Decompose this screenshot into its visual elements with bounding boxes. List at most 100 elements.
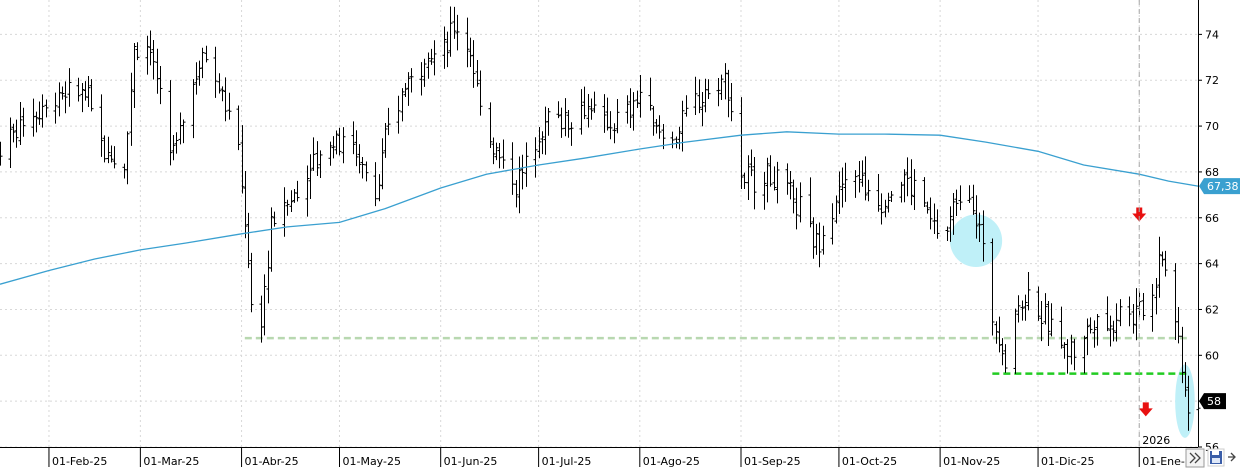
- ohlc-bar: [625, 95, 630, 124]
- ohlc-bar: [1003, 344, 1008, 373]
- ohlc-bar: [579, 89, 584, 135]
- ohlc-bar: [0, 141, 3, 166]
- ohlc-bar: [951, 192, 956, 235]
- ohlc-bar: [657, 115, 662, 139]
- ohlc-bar: [1092, 320, 1097, 348]
- ohlc-bar: [151, 39, 156, 80]
- ohlc-bar: [194, 62, 199, 95]
- scroll-button[interactable]: [1185, 448, 1205, 468]
- ohlc-bar: [400, 88, 405, 122]
- ohlc-bar: [1065, 339, 1070, 374]
- ohlc-bar: [830, 203, 835, 245]
- ohlc-bar: [488, 102, 493, 148]
- ohlc-bar: [967, 185, 972, 203]
- ohlc-bar: [220, 86, 225, 102]
- price-badge: [1199, 393, 1226, 410]
- horizontal-lines: [244, 336, 1189, 375]
- ohlc-bar: [204, 45, 209, 63]
- ohlc-bar: [925, 201, 930, 214]
- ohlc-bar: [181, 119, 186, 144]
- ohlc-bar: [631, 92, 636, 131]
- y-tick-label: 70: [1205, 120, 1219, 133]
- ohlc-bar: [311, 137, 316, 171]
- ohlc-bar: [34, 111, 39, 133]
- ohlc-bar: [569, 122, 574, 146]
- ohlc-bar: [684, 95, 689, 117]
- ohlc-bar: [954, 189, 959, 216]
- ohlc-bar: [697, 79, 702, 114]
- ohlc-bar: [746, 155, 751, 200]
- ohlc-bar: [112, 146, 117, 169]
- ohlc-bar: [540, 131, 545, 155]
- ohlc-bar: [749, 149, 754, 177]
- ohlc-bar: [1108, 315, 1113, 347]
- x-tick-label: 01-Jun-25: [444, 455, 498, 468]
- ohlc-bar: [1085, 318, 1090, 356]
- ohlc-bar: [791, 179, 796, 214]
- ohlc-bar: [706, 79, 711, 99]
- ohlc-bar: [285, 199, 290, 216]
- ohlc-bar: [605, 97, 610, 131]
- year-marker: 2026: [1138, 0, 1170, 447]
- ohlc-bar: [1043, 293, 1048, 325]
- ohlc-bar: [132, 42, 137, 109]
- ohlc-bar: [765, 157, 770, 203]
- ohlc-bar: [1088, 317, 1093, 334]
- ohlc-bar: [912, 169, 917, 211]
- year-label: 2026: [1142, 434, 1170, 447]
- ohlc-bar: [18, 102, 23, 145]
- ohlc-bar: [426, 52, 431, 79]
- ohlc-bar: [840, 167, 845, 208]
- ohlc-bar: [974, 195, 979, 239]
- y-tick-label: 72: [1205, 74, 1219, 87]
- plot-background: [0, 0, 1198, 447]
- ohlc-bar: [76, 77, 81, 102]
- ohlc-bar: [11, 123, 16, 143]
- ohlc-bar: [586, 94, 591, 128]
- ohlc-bar: [99, 94, 104, 157]
- ohlc-bar: [537, 126, 542, 159]
- ohlc-bar: [501, 139, 506, 169]
- ohlc-bar: [351, 121, 356, 155]
- ohlc-bar: [135, 42, 140, 61]
- ohlc-bar: [386, 107, 391, 136]
- ohlc-bar: [14, 119, 19, 148]
- ohlc-bar: [808, 177, 813, 228]
- ohlc-bar: [21, 107, 26, 137]
- ohlc-bar: [380, 138, 385, 190]
- ohlc-bar: [8, 117, 13, 168]
- ohlc-bar: [269, 207, 274, 272]
- x-tick-label: 01-Ago-25: [643, 455, 700, 468]
- ohlc-bar: [517, 156, 522, 214]
- ohlc-bar: [886, 192, 891, 213]
- ohlc-bar: [514, 179, 519, 208]
- price-badge: [1199, 178, 1240, 195]
- down-arrow-icon: [1138, 402, 1153, 417]
- ohlc-bar: [364, 161, 369, 182]
- y-tick-label: 64: [1205, 258, 1219, 271]
- ohlc-bar: [53, 92, 58, 124]
- ohlc-bar: [994, 321, 999, 344]
- y-tick-label: 60: [1205, 349, 1219, 362]
- ohlc-bar: [1163, 250, 1168, 277]
- ohlc-bar: [315, 141, 320, 177]
- ohlc-bar: [935, 209, 940, 239]
- ohlc-bar: [638, 74, 643, 118]
- ohlc-bar: [1059, 306, 1064, 349]
- ohlc-bar: [1131, 304, 1136, 334]
- ohlc-bar: [817, 222, 822, 268]
- ohlc-bar: [429, 48, 434, 65]
- ohlc-bar: [729, 83, 734, 122]
- x-tick-label: 01-Nov-25: [943, 455, 1000, 468]
- ohlc-bar: [240, 125, 245, 194]
- ohlc-bar: [520, 154, 525, 190]
- ohlc-bar: [318, 150, 323, 178]
- save-button[interactable]: [1207, 448, 1225, 467]
- ohlc-bar: [403, 83, 408, 98]
- settings-button[interactable]: [1228, 452, 1236, 462]
- ohlc-bar: [922, 177, 927, 207]
- ohlc-bar: [191, 79, 196, 139]
- ohlc-bar: [262, 274, 267, 336]
- y-tick-label: 74: [1205, 28, 1219, 41]
